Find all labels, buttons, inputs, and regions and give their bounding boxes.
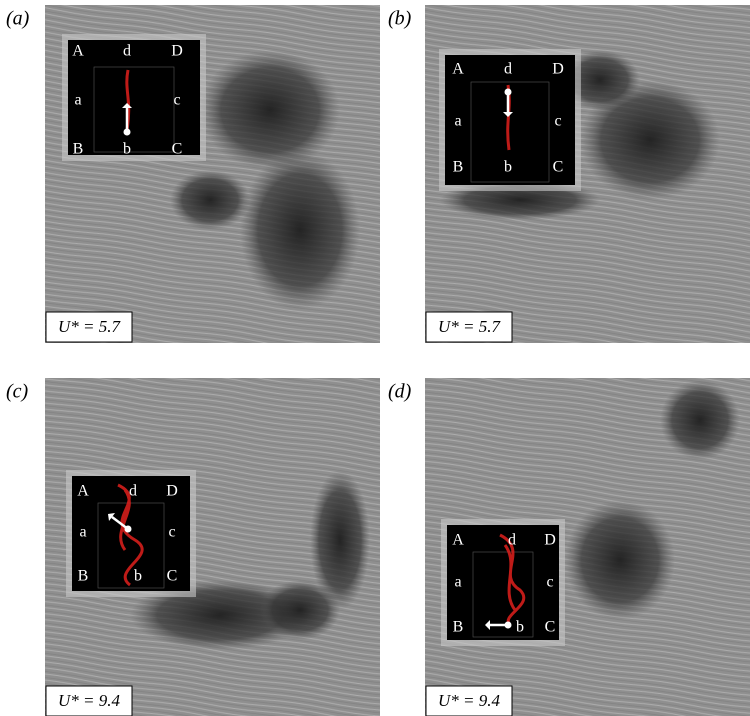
panel-label: (b) [388,8,412,30]
parameter-label: U* = 5.7 [438,317,501,336]
panel-label: (d) [388,381,412,403]
wake-region [200,50,340,170]
corner-label: C [167,568,178,585]
corner-label: B [73,141,84,158]
figure: AdDacBbCU* = 5.7(a)AdDacBbCU* = 5.7(b)Ad… [0,0,750,716]
panel-label: (a) [6,8,30,30]
corner-label: D [166,483,178,500]
corner-label: a [79,524,86,541]
corner-label: C [172,141,183,158]
panel-label: (c) [6,381,29,403]
wake-region [660,380,740,460]
corner-label: c [546,574,553,591]
corner-label: c [168,524,175,541]
corner-label: d [504,61,512,78]
parameter-label: U* = 5.7 [58,317,121,336]
corner-label: d [123,43,131,60]
corner-label: b [516,619,524,636]
wake-region [240,150,360,310]
wake-region [565,500,675,620]
flow-image [425,5,750,343]
flow-image [45,378,380,716]
corner-label: B [453,619,464,636]
corner-label: C [545,619,556,636]
corner-label: D [171,43,183,60]
corner-label: a [454,113,461,130]
wake-region [260,580,340,640]
corner-label: a [74,92,81,109]
corner-label: A [77,483,89,500]
corner-label: A [72,43,84,60]
corner-label: b [123,141,131,158]
corner-label: B [453,159,464,176]
corner-label: b [134,568,142,585]
parameter-label: U* = 9.4 [58,691,120,710]
cylinder-inset [447,525,559,640]
corner-label: c [173,92,180,109]
corner-label: B [78,568,89,585]
corner-label: A [452,532,464,549]
corner-label: C [553,159,564,176]
corner-label: D [552,61,564,78]
corner-label: c [554,113,561,130]
flow-image [45,5,380,343]
flow-image [425,378,750,716]
corner-label: d [508,532,516,549]
corner-label: d [129,483,137,500]
parameter-label: U* = 9.4 [438,691,500,710]
wake-region [170,170,250,230]
corner-label: b [504,159,512,176]
corner-label: A [452,61,464,78]
corner-label: D [544,532,556,549]
corner-label: a [454,574,461,591]
